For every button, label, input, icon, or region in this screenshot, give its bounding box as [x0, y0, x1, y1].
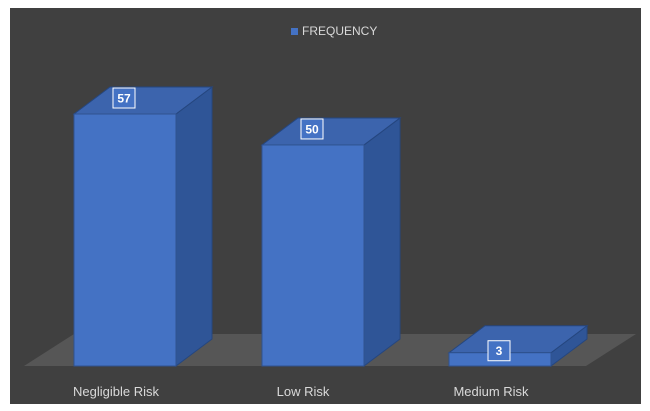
legend-label: FREQUENCY	[302, 24, 378, 38]
data-label-text: 3	[496, 344, 503, 358]
legend: FREQUENCY	[291, 22, 377, 40]
category-label-2: Low Risk	[277, 384, 330, 399]
bar-2	[260, 116, 402, 367]
bar-side	[363, 116, 401, 367]
data-label-3: 3	[487, 340, 511, 362]
data-label-2: 50	[300, 118, 324, 140]
legend-swatch	[291, 27, 298, 35]
data-label-box	[487, 340, 511, 362]
category-label-1: Negligible Risk	[73, 384, 159, 399]
data-label-box	[300, 118, 324, 140]
bar-front	[73, 113, 177, 367]
bar-1	[72, 86, 214, 367]
data-label-text: 57	[117, 92, 131, 106]
bar-side	[175, 86, 213, 367]
data-label-box	[112, 87, 136, 109]
data-label-text: 50	[305, 122, 319, 136]
data-label-1: 57	[112, 87, 136, 109]
category-label-3: Medium Risk	[453, 384, 529, 399]
bar-front	[261, 144, 365, 367]
